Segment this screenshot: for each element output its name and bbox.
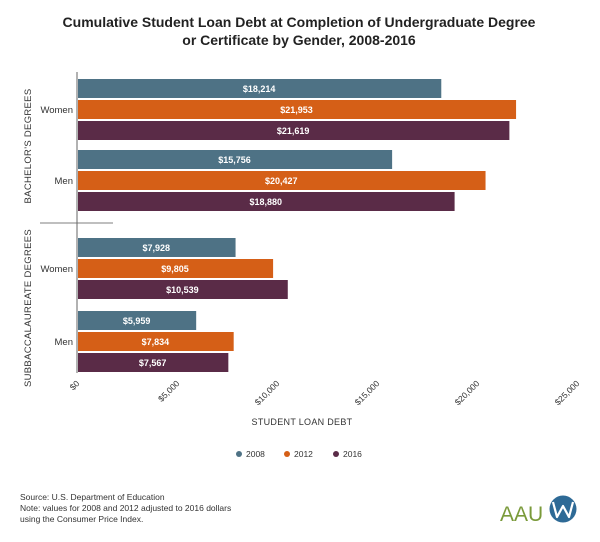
x-axis-title: STUDENT LOAN DEBT <box>252 417 353 427</box>
legend-label-2016: 2016 <box>343 449 362 459</box>
aauw-w-glyph-icon <box>551 501 575 519</box>
bar-subbaccalaureate-degrees-women-2016 <box>78 280 288 299</box>
bar-value-label: $10,539 <box>166 285 199 295</box>
bar-subbaccalaureate-degrees-men-2008 <box>78 311 197 330</box>
x-tick-label: $5,000 <box>156 378 182 404</box>
x-tick-label: $15,000 <box>353 378 382 407</box>
bar-subbaccalaureate-degrees-men-2016 <box>78 353 229 372</box>
aauw-logo: AAU <box>500 495 577 526</box>
bar-value-label: $15,756 <box>218 155 251 165</box>
footer-line-2: Note: values for 2008 and 2012 adjusted … <box>20 503 231 513</box>
bars-layer: $18,214 $21,953 $21,619 $15,756 $20,427 $18,8… <box>78 79 517 372</box>
group-labels: BACHELOR'S DEGREES SUBBACCALAUREATE DEGRE… <box>23 89 34 387</box>
bar-value-label: $7,567 <box>139 358 167 368</box>
bar-subbaccalaureate-degrees-women-2012 <box>78 259 274 278</box>
x-tick-label: $25,000 <box>553 378 582 407</box>
logo-text: AAU <box>500 503 543 526</box>
group-label-subbaccalaureate-degrees: SUBBACCALAUREATE DEGREES <box>23 229 34 387</box>
x-axis-ticks: $0 $5,000 $10,000 $15,000 $20,000 $25,000 <box>68 378 582 407</box>
x-tick-label: $0 <box>68 378 82 392</box>
category-label-bachelor-s-degrees-women: Women <box>40 105 73 116</box>
category-label-bachelor-s-degrees-men: Men <box>55 176 73 187</box>
legend-label-2008: 2008 <box>246 449 265 459</box>
bar-bachelor-s-degrees-women-2008 <box>78 79 442 98</box>
group-label-bachelor-s-degrees: BACHELOR'S DEGREES <box>23 89 34 204</box>
chart-title-line-2: or Certificate by Gender, 2008-2016 <box>182 32 416 48</box>
footer-line-3: using the Consumer Price Index. <box>20 514 143 524</box>
bar-value-label: $21,953 <box>280 105 313 115</box>
bar-value-label: $9,805 <box>161 264 189 274</box>
bar-value-label: $18,880 <box>250 197 283 207</box>
bar-bachelor-s-degrees-women-2012 <box>78 100 517 119</box>
bar-value-label: $7,928 <box>143 243 171 253</box>
bar-value-label: $20,427 <box>265 176 298 186</box>
footer-notes: Source: U.S. Department of Education Not… <box>20 492 231 524</box>
footer-line-1: Source: U.S. Department of Education <box>20 492 165 502</box>
legend-label-2012: 2012 <box>294 449 313 459</box>
bar-value-label: $5,959 <box>123 316 151 326</box>
bar-bachelor-s-degrees-men-2008 <box>78 150 393 169</box>
legend: 2008 2012 2016 <box>236 449 362 459</box>
category-label-subbaccalaureate-degrees-men: Men <box>55 337 73 348</box>
bar-subbaccalaureate-degrees-men-2012 <box>78 332 234 351</box>
category-label-subbaccalaureate-degrees-women: Women <box>40 264 73 275</box>
bar-bachelor-s-degrees-men-2012 <box>78 171 486 190</box>
legend-marker-2012 <box>284 451 290 457</box>
bar-value-label: $18,214 <box>243 84 276 94</box>
bar-subbaccalaureate-degrees-women-2008 <box>78 238 236 257</box>
chart-title: Cumulative Student Loan Debt at Completi… <box>63 14 536 48</box>
category-labels: Women Men Women Men <box>40 105 73 348</box>
legend-marker-2016 <box>333 451 339 457</box>
chart-title-line-1: Cumulative Student Loan Debt at Completi… <box>63 14 536 30</box>
bar-value-label: $7,834 <box>142 337 170 347</box>
x-tick-label: $10,000 <box>253 378 282 407</box>
bar-value-label: $21,619 <box>277 126 310 136</box>
legend-marker-2008 <box>236 451 242 457</box>
bar-bachelor-s-degrees-women-2016 <box>78 121 510 140</box>
bar-bachelor-s-degrees-men-2016 <box>78 192 455 211</box>
x-tick-label: $20,000 <box>453 378 482 407</box>
aauw-w-logo-icon <box>549 495 577 523</box>
